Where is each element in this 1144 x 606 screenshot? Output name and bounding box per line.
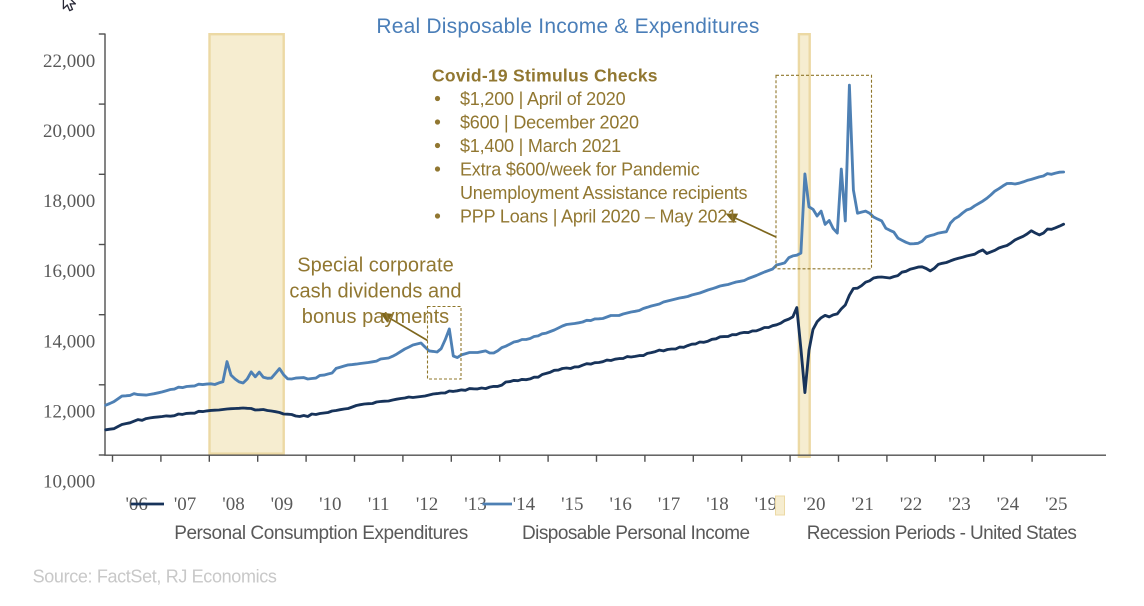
svg-text:Disposable Personal Income: Disposable Personal Income (522, 523, 750, 544)
svg-text:bonus payments: bonus payments (302, 306, 449, 328)
svg-text:'19: '19 (755, 494, 777, 515)
svg-text:14,000: 14,000 (43, 331, 95, 352)
svg-text:'17: '17 (658, 494, 680, 515)
svg-text:Extra $600/week for Pandemic: Extra $600/week for Pandemic (460, 160, 700, 180)
svg-text:Covid-19 Stimulus Checks: Covid-19 Stimulus Checks (432, 66, 658, 86)
svg-text:$600 | December 2020: $600 | December 2020 (460, 113, 639, 133)
svg-text:Special corporate: Special corporate (297, 255, 454, 277)
svg-text:cash dividends and: cash dividends and (289, 280, 461, 302)
svg-text:'11: '11 (368, 494, 390, 515)
svg-text:$1,200 | April of 2020: $1,200 | April of 2020 (460, 89, 626, 109)
svg-text:Real Disposable Income & Expen: Real Disposable Income & Expenditures (376, 15, 759, 38)
svg-text:'14: '14 (513, 494, 536, 515)
svg-text:$1,400 | March 2021: $1,400 | March 2021 (460, 136, 621, 156)
svg-text:'10: '10 (319, 494, 341, 515)
svg-text:Source: FactSet, RJ Economics: Source: FactSet, RJ Economics (33, 567, 277, 587)
svg-text:'21: '21 (851, 494, 873, 515)
svg-text:'25: '25 (1045, 494, 1067, 515)
svg-text:'24: '24 (997, 494, 1020, 515)
svg-text:'16: '16 (609, 494, 631, 515)
svg-text:18,000: 18,000 (43, 191, 95, 212)
svg-text:'13: '13 (464, 494, 486, 515)
svg-text:'22: '22 (900, 494, 922, 515)
svg-text:'12: '12 (416, 494, 438, 515)
svg-text:Personal Consumption Expenditu: Personal Consumption Expenditures (174, 523, 468, 544)
svg-text:'07: '07 (174, 494, 196, 515)
svg-text:'18: '18 (706, 494, 728, 515)
svg-text:PPP Loans | April 2020 – May 2: PPP Loans | April 2020 – May 2021 (460, 207, 737, 227)
svg-text:'23: '23 (948, 494, 970, 515)
svg-text:20,000: 20,000 (43, 121, 95, 142)
svg-text:12,000: 12,000 (43, 401, 95, 422)
svg-text:'15: '15 (561, 494, 583, 515)
svg-text:22,000: 22,000 (43, 51, 95, 72)
svg-text:'20: '20 (803, 494, 825, 515)
svg-text:16,000: 16,000 (43, 261, 95, 282)
svg-text:Recession Periods - United Sta: Recession Periods - United States (807, 523, 1077, 544)
svg-text:'08: '08 (222, 494, 244, 515)
svg-text:'09: '09 (271, 494, 293, 515)
svg-text:10,000: 10,000 (43, 472, 95, 493)
svg-text:Unemployment Assistance recipi: Unemployment Assistance recipients (460, 183, 748, 203)
